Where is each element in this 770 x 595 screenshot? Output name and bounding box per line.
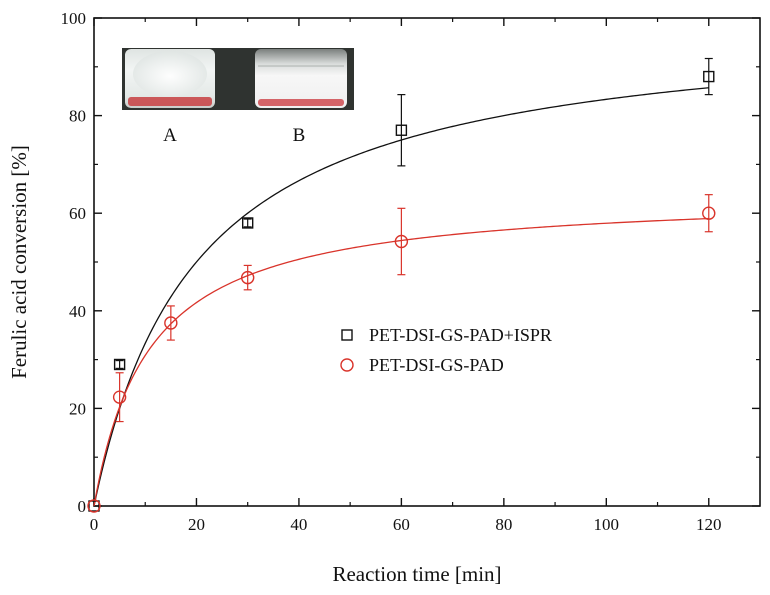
inset-label-b: B bbox=[293, 125, 306, 146]
x-tick-label: 120 bbox=[696, 515, 722, 534]
y-tick-label: 20 bbox=[69, 399, 86, 418]
x-tick-label: 100 bbox=[594, 515, 620, 534]
data-point-square bbox=[88, 500, 100, 512]
x-axis-title: Reaction time [min] bbox=[332, 562, 501, 586]
data-point-circle bbox=[394, 234, 409, 249]
jar-a-red-liquid bbox=[128, 97, 212, 106]
data-point-square bbox=[241, 217, 254, 229]
data-point-square bbox=[703, 70, 715, 83]
x-tick-label: 0 bbox=[90, 515, 99, 534]
inset-label-a: A bbox=[163, 125, 177, 146]
legend-label: PET-DSI-GS-PAD bbox=[369, 355, 504, 375]
data-point-circle bbox=[112, 390, 127, 404]
x-tick-label: 20 bbox=[188, 515, 205, 534]
jar-b-body bbox=[255, 49, 347, 108]
axes: 0 20 40 60 80 100 120 0 20 40 60 80 100 Reaction time… bbox=[7, 9, 761, 586]
data-point-square bbox=[395, 124, 408, 136]
legend-marker-square bbox=[341, 329, 353, 341]
y-axis-title: Ferulic acid conversion [%] bbox=[7, 145, 31, 379]
data-points bbox=[87, 57, 716, 513]
x-tick-label: 40 bbox=[290, 515, 307, 534]
y-tick-label: 40 bbox=[69, 302, 86, 321]
x-tick-label: 80 bbox=[495, 515, 512, 534]
x-tick-label: 60 bbox=[393, 515, 410, 534]
inset-photo: A B bbox=[122, 48, 354, 146]
data-point-square bbox=[113, 358, 126, 371]
y-tick-label: 60 bbox=[69, 204, 86, 223]
y-tick-label: 80 bbox=[69, 107, 86, 126]
y-tick-label: 0 bbox=[78, 497, 87, 516]
data-point-circle bbox=[240, 270, 255, 285]
legend: PET-DSI-GS-PAD+ISPR PET-DSI-GS-PAD bbox=[340, 325, 552, 375]
jar-a-frost bbox=[133, 51, 207, 97]
legend-marker-circle bbox=[340, 358, 354, 372]
data-point-circle bbox=[87, 499, 101, 513]
y-tick-label: 100 bbox=[61, 9, 87, 28]
data-point-circle bbox=[702, 206, 716, 220]
data-point-circle bbox=[164, 316, 178, 330]
jar-b-red-liquid bbox=[258, 99, 344, 106]
legend-label: PET-DSI-GS-PAD+ISPR bbox=[369, 325, 552, 345]
